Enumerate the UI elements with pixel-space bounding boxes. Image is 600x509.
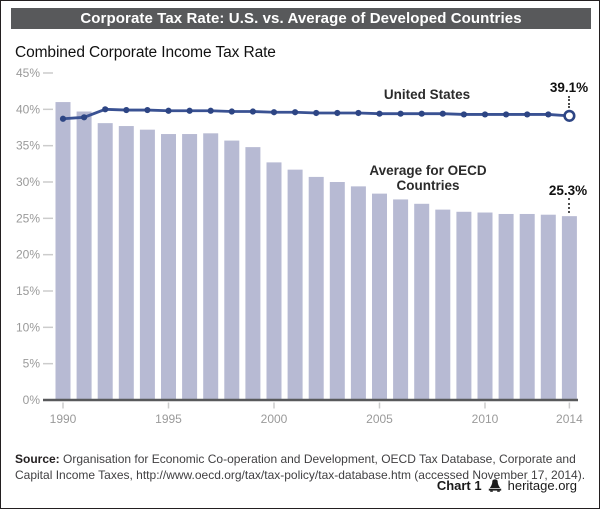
- svg-text:2000: 2000: [261, 412, 288, 426]
- svg-text:30%: 30%: [16, 175, 40, 189]
- oecd-series-label: Average for OECD Countries: [369, 163, 487, 193]
- svg-text:10%: 10%: [16, 320, 40, 334]
- oecd-value-connector: [568, 198, 570, 213]
- chart-footer: Chart 1 heritage.org: [437, 478, 577, 493]
- us-end-value: 39.1%: [549, 80, 589, 95]
- svg-text:15%: 15%: [16, 284, 40, 298]
- oecd-end-value: 25.3%: [548, 183, 588, 198]
- svg-text:25%: 25%: [16, 211, 40, 225]
- svg-text:20%: 20%: [16, 248, 40, 262]
- chart-subtitle: Combined Corporate Income Tax Rate: [15, 44, 276, 61]
- us-series-label: United States: [383, 87, 471, 102]
- us-value-connector: [568, 96, 570, 108]
- svg-text:35%: 35%: [16, 139, 40, 153]
- svg-text:1995: 1995: [155, 412, 182, 426]
- svg-text:45%: 45%: [16, 66, 40, 80]
- source-text: Organisation for Economic Co-operation a…: [15, 452, 586, 482]
- site-link[interactable]: heritage.org: [507, 478, 577, 493]
- tax-rate-chart: 0% 5% 10% 15% 20% 25% 30% 35% 40% 45% 1990 1995 2000…: [1, 1, 599, 436]
- svg-text:2014: 2014: [556, 412, 583, 426]
- chart-number: Chart 1: [436, 478, 482, 493]
- source-note: Source: Organisation for Economic Co-ope…: [15, 452, 592, 483]
- page-title: Corporate Tax Rate: U.S. vs. Average of …: [11, 8, 591, 29]
- svg-text:1990: 1990: [50, 412, 77, 426]
- source-label: Source:: [15, 452, 60, 466]
- svg-text:5%: 5%: [23, 357, 41, 371]
- chart-svg: 0% 5% 10% 15% 20% 25% 30% 35% 40% 45% 1990 1995 2000…: [16, 66, 583, 426]
- svg-text:2010: 2010: [472, 412, 499, 426]
- svg-text:2005: 2005: [366, 412, 393, 426]
- svg-text:0%: 0%: [23, 393, 41, 407]
- svg-text:40%: 40%: [16, 102, 40, 116]
- liberty-bell-icon: [488, 479, 502, 492]
